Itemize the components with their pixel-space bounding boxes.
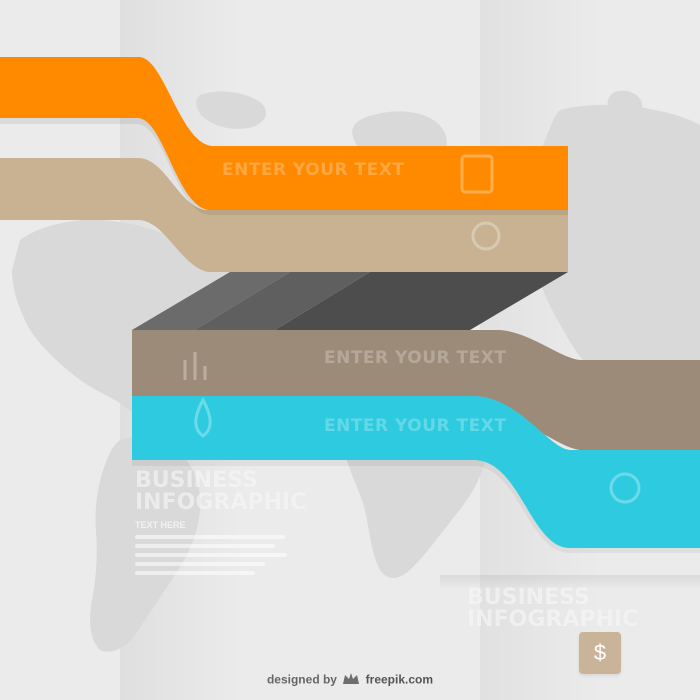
shadow-bar xyxy=(440,575,700,589)
arctic-islands-shape xyxy=(196,91,267,129)
asia-shape xyxy=(529,104,700,394)
teal-ribbon-label: ENTER YOUR TEXT xyxy=(324,416,507,436)
infographic-text-block: BUSINESS INFOGRAPHIC TEXT HERE xyxy=(135,468,307,580)
orange-ribbon xyxy=(0,57,568,210)
subtitle: TEXT HERE xyxy=(135,520,186,530)
credit-brand[interactable]: freepik.com xyxy=(365,672,434,687)
title-line-1: BUSINESS xyxy=(135,468,258,493)
gray-fold-left xyxy=(132,272,290,330)
title-block-2: BUSINESS INFOGRAPHIC xyxy=(467,587,638,631)
placeholder-line xyxy=(135,571,255,575)
crown-icon xyxy=(342,672,360,689)
title2-line-2: INFOGRAPHIC xyxy=(467,607,639,632)
orange-ribbon-label: ENTER YOUR TEXT xyxy=(222,160,405,180)
placeholder-line xyxy=(135,544,275,548)
credit-prefix: designed by xyxy=(266,672,337,687)
placeholder-line xyxy=(135,553,287,557)
asia-islands-shape xyxy=(607,90,643,119)
globe-icon xyxy=(609,472,641,504)
placeholder-line xyxy=(135,562,265,566)
drop-icon xyxy=(194,396,212,438)
placeholder-line xyxy=(135,535,285,539)
document-icon xyxy=(460,154,494,194)
gray-fold-right xyxy=(275,272,568,330)
title-line-2: INFOGRAPHIC xyxy=(135,490,307,515)
teal-ribbon xyxy=(132,396,700,548)
taupe-ribbon-label: ENTER YOUR TEXT xyxy=(324,348,507,368)
title2-line-1: BUSINESS xyxy=(467,585,590,610)
chart-icon xyxy=(183,352,207,380)
gray-fold-mid xyxy=(195,272,370,330)
credit-line: designed by freepik.com xyxy=(0,672,700,689)
beige-ribbon xyxy=(0,158,568,272)
lightbulb-icon xyxy=(471,221,501,251)
dollar-icon: $ xyxy=(579,632,621,674)
